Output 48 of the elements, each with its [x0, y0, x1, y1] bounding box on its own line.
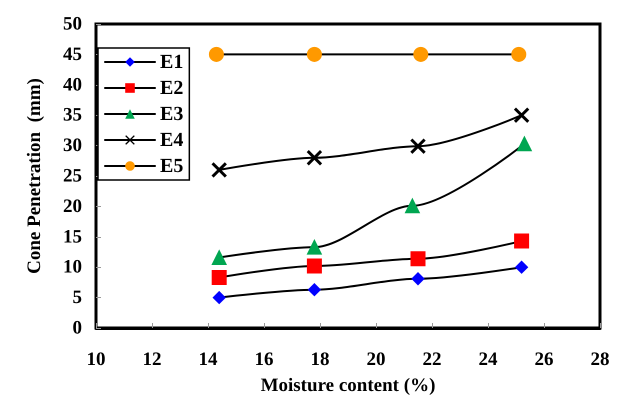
point [308, 283, 321, 296]
x-tick-label: 18 [310, 349, 330, 370]
y-tick-label: 30 [63, 135, 82, 156]
point [514, 108, 530, 123]
point [514, 234, 530, 249]
point [516, 136, 532, 152]
point [306, 240, 322, 255]
point [306, 46, 322, 62]
legend-label: E5 [160, 155, 184, 177]
point [412, 272, 424, 286]
y-tick-label: 5 [72, 287, 82, 308]
x-tick-label: 14 [198, 349, 218, 370]
x-tick-label: 28 [590, 349, 610, 370]
x-tick-label: 22 [422, 349, 442, 370]
point [212, 162, 227, 178]
point [208, 46, 224, 62]
y-tick-label: 40 [63, 74, 82, 96]
x-tick-label: 24 [478, 349, 498, 370]
legend-label: E3 [160, 103, 184, 125]
x-axis-title: Moisture content (%) [260, 375, 436, 396]
y-tick-label: 25 [63, 166, 82, 186]
y-tick-label: 45 [63, 44, 82, 65]
y-tick-label: 0 [72, 318, 82, 338]
y-axis-title: Cone Penetration (mm) [24, 78, 45, 274]
point [515, 260, 528, 274]
legend-label: E1 [160, 51, 184, 73]
x-tick-label: 16 [254, 349, 274, 370]
x-tick-label: 12 [142, 349, 162, 370]
point [511, 46, 526, 62]
point [404, 198, 420, 214]
point [410, 251, 426, 266]
legend-label: E4 [160, 129, 184, 151]
x-tick-label: 20 [366, 349, 386, 370]
legend-label: E2 [160, 77, 184, 99]
point [212, 250, 227, 265]
x-tick-label: 10 [86, 349, 106, 370]
y-tick-label: 15 [63, 226, 82, 248]
x-tick-label: 26 [534, 349, 554, 370]
point [410, 138, 426, 154]
point [306, 258, 322, 274]
point [212, 270, 227, 286]
point [306, 150, 322, 166]
y-tick-label: 50 [63, 14, 82, 34]
point [413, 46, 428, 62]
y-tick-label: 10 [63, 256, 82, 278]
y-tick-label: 35 [63, 104, 82, 126]
point [212, 291, 226, 304]
y-tick-label: 20 [63, 196, 82, 217]
